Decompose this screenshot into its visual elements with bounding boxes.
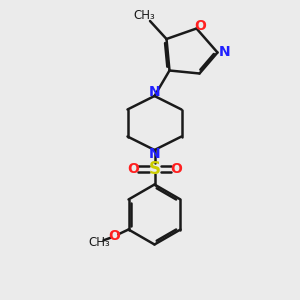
Text: S: S	[148, 160, 160, 178]
Text: CH₃: CH₃	[88, 236, 110, 249]
Text: O: O	[127, 162, 139, 176]
Text: N: N	[149, 147, 160, 160]
Text: O: O	[194, 19, 206, 33]
Text: N: N	[218, 46, 230, 59]
Text: CH₃: CH₃	[134, 9, 155, 22]
Text: N: N	[149, 85, 160, 99]
Text: O: O	[108, 229, 120, 243]
Text: O: O	[170, 162, 182, 176]
